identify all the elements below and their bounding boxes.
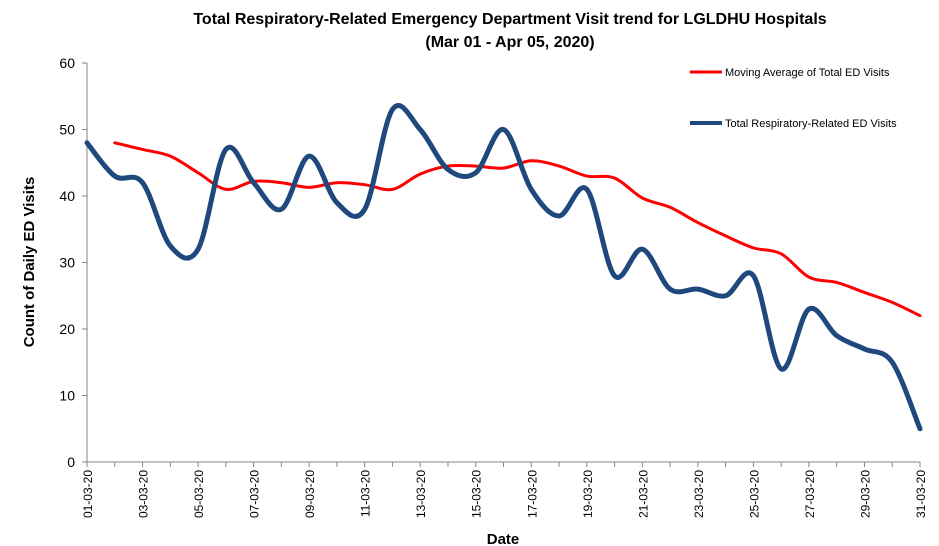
chart-title: Total Respiratory-Related Emergency Depa… <box>193 11 826 28</box>
x-tick-label: 09-03-20 <box>303 470 317 518</box>
chart-subtitle: (Mar 01 - Apr 05, 2020) <box>425 34 594 51</box>
x-tick-label: 03-03-20 <box>137 470 151 518</box>
y-tick-label: 0 <box>67 454 75 470</box>
x-tick-label: 31-03-20 <box>914 470 928 518</box>
x-tick-label: 01-03-20 <box>81 470 95 518</box>
x-tick-label: 21-03-20 <box>636 470 650 518</box>
y-tick-label: 30 <box>59 255 75 271</box>
y-tick-label: 60 <box>59 55 75 71</box>
x-tick-label: 13-03-20 <box>414 470 428 518</box>
series-line <box>84 103 923 432</box>
y-tick-label: 20 <box>59 321 75 337</box>
legend-label: Total Respiratory-Related ED Visits <box>725 118 897 130</box>
y-axis-title: Count of Daily ED Visits <box>21 177 38 348</box>
x-tick-label: 23-03-20 <box>692 470 706 518</box>
x-tick-label: 25-03-20 <box>747 470 761 518</box>
x-tick-label: 15-03-20 <box>470 470 484 518</box>
x-tick-label: 19-03-20 <box>581 470 595 518</box>
series-line <box>113 141 922 318</box>
x-tick-label: 07-03-20 <box>248 470 262 518</box>
y-tick-label: 40 <box>59 188 75 204</box>
x-tick-label: 17-03-20 <box>525 470 539 518</box>
y-tick-label: 10 <box>59 388 75 404</box>
x-tick-label: 11-03-20 <box>359 470 373 517</box>
x-axis-title: Date <box>487 531 520 546</box>
y-tick-label: 50 <box>59 122 75 138</box>
x-tick-label: 27-03-20 <box>803 470 817 518</box>
x-tick-label: 05-03-20 <box>192 470 206 518</box>
legend-label: Moving Average of Total ED Visits <box>725 67 890 79</box>
x-tick-label: 29-03-20 <box>858 470 872 518</box>
